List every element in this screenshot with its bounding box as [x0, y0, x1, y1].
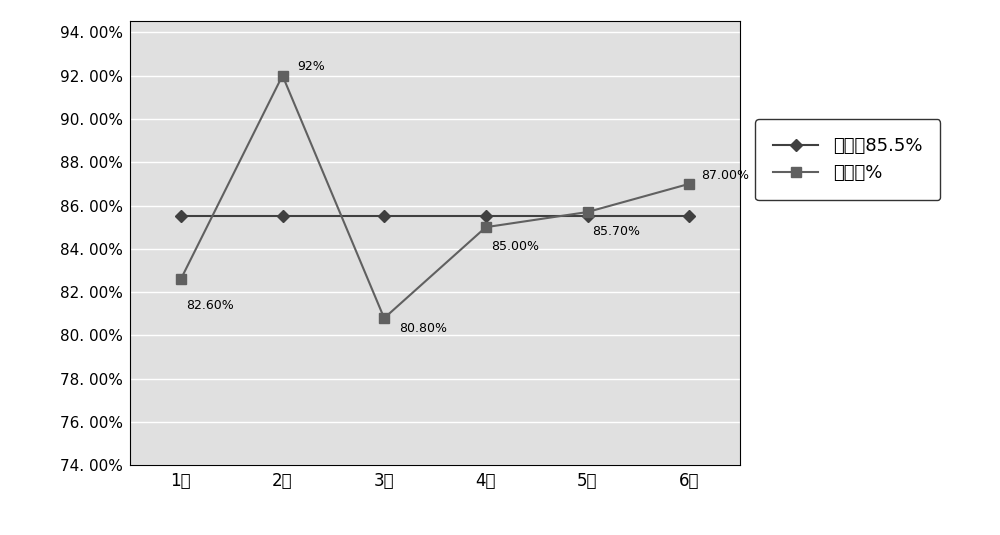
平均倶85.5%: [276, 213, 289, 219]
Line: 平均倶85.5%: 平均倶85.5%: [177, 212, 693, 220]
平均倶85.5%: [582, 213, 594, 219]
平均倶85.5%: [378, 213, 390, 219]
合格率%: [276, 72, 289, 79]
Line: 合格率%: 合格率%: [176, 71, 694, 323]
合格率%: [480, 224, 492, 231]
Text: 92%: 92%: [298, 60, 325, 73]
平均倶85.5%: [683, 213, 695, 219]
Text: 82.60%: 82.60%: [186, 299, 234, 312]
合格率%: [582, 209, 594, 215]
Text: 87.00%: 87.00%: [701, 169, 749, 182]
Legend: 平均倶85.5%, 合格率%: 平均倶85.5%, 合格率%: [755, 119, 940, 201]
Text: 80.80%: 80.80%: [399, 323, 447, 335]
合格率%: [175, 276, 187, 282]
平均倶85.5%: [480, 213, 492, 219]
合格率%: [378, 315, 390, 322]
Text: 85.70%: 85.70%: [593, 225, 641, 238]
平均倶85.5%: [175, 213, 187, 219]
Text: 85.00%: 85.00%: [491, 240, 539, 253]
合格率%: [683, 181, 695, 187]
